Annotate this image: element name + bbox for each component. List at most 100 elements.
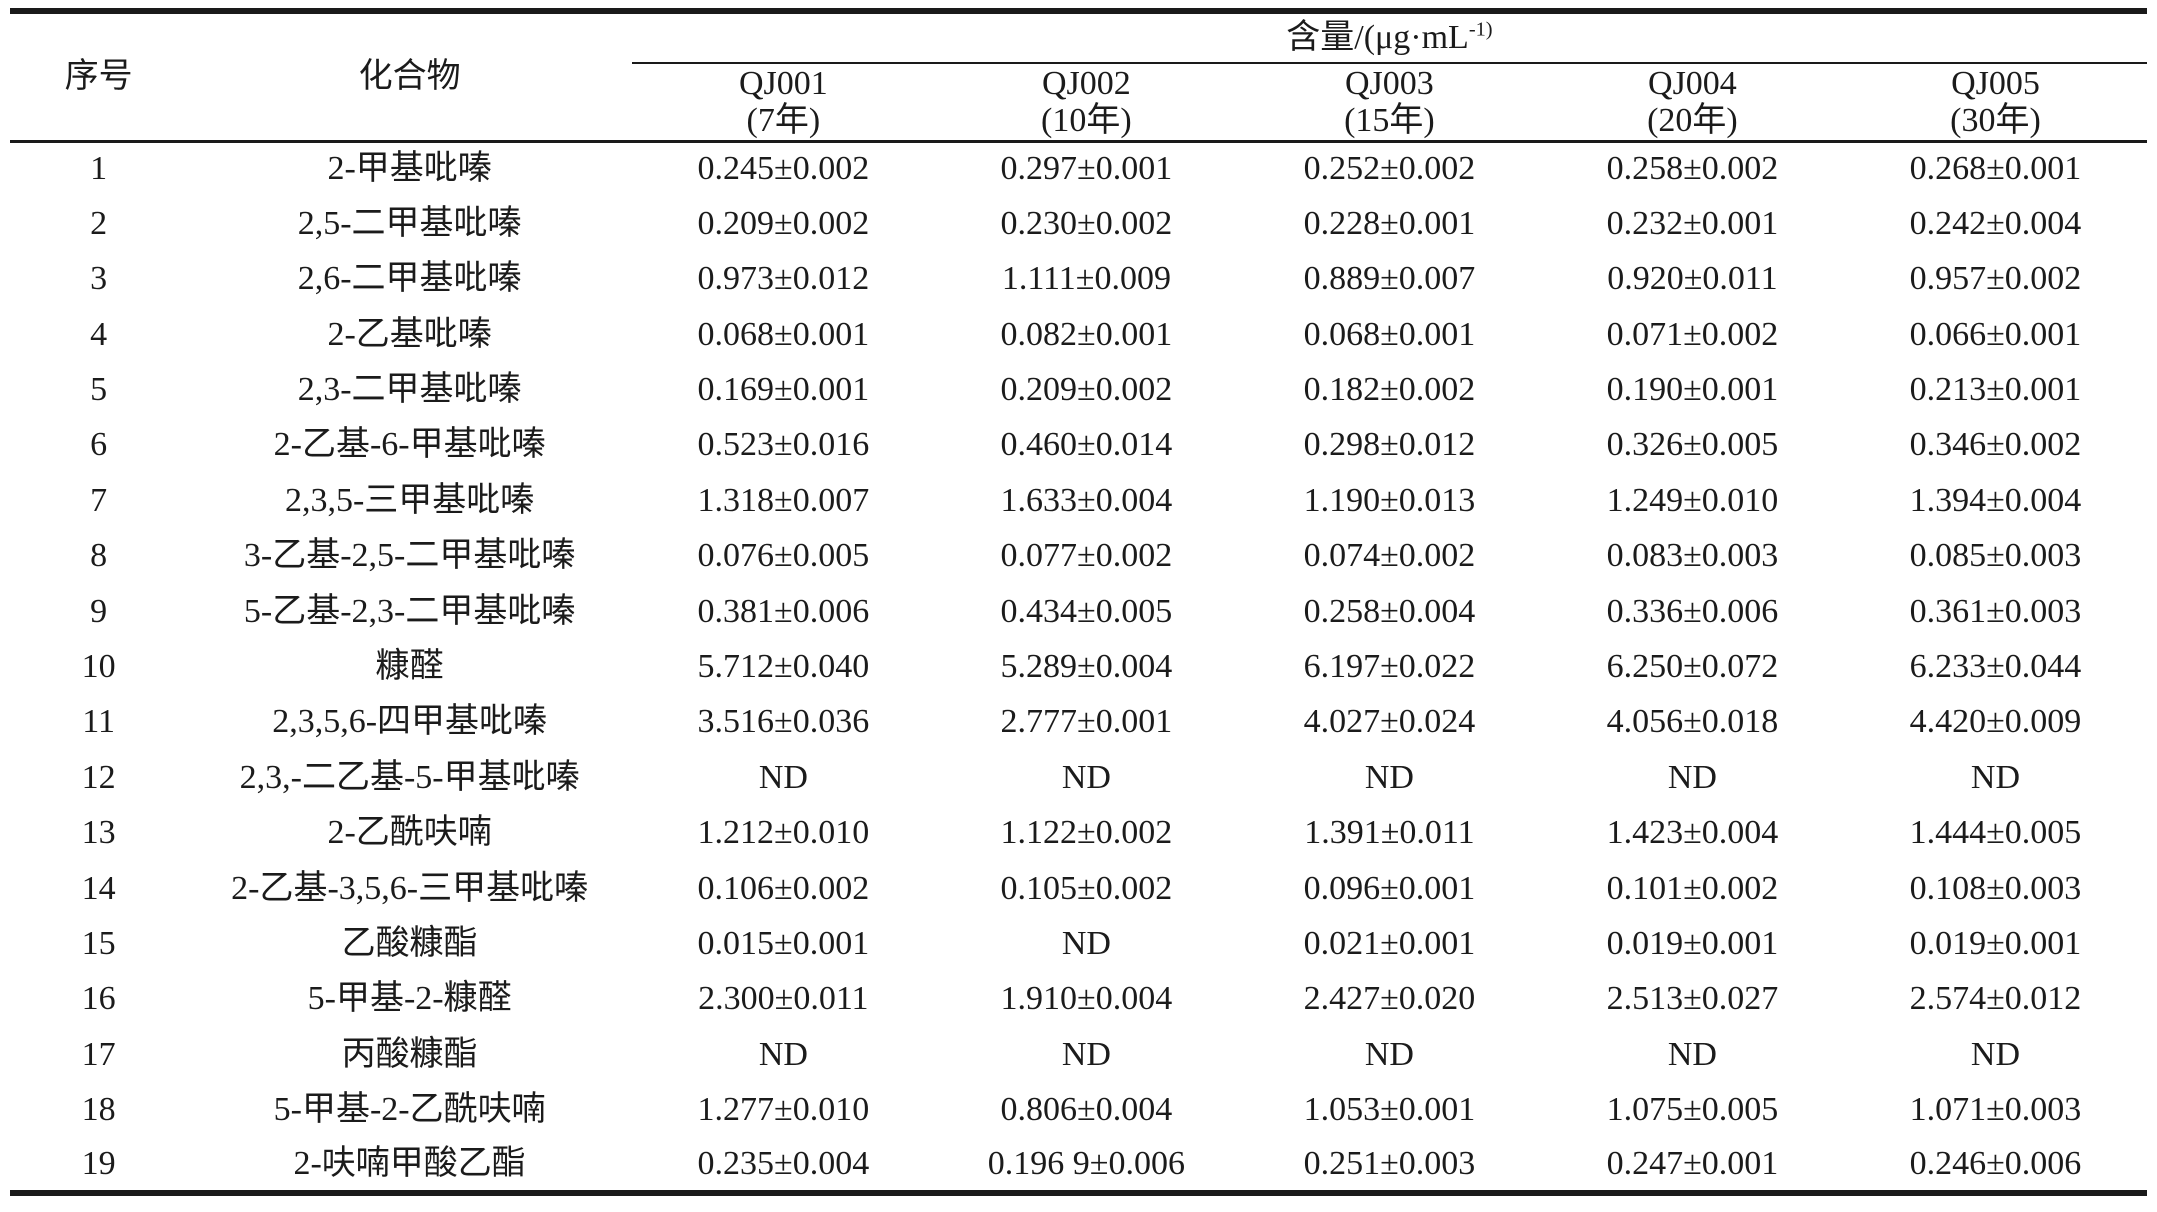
column-header-sample-qj001: QJ001 (7年) bbox=[631, 63, 935, 143]
unit-superscript: -1) bbox=[1468, 18, 1493, 41]
value-cell: ND bbox=[758, 758, 808, 796]
value-cell: 0.071±0.002 bbox=[1606, 315, 1779, 353]
unit-header-row: 序号 化合物 含量/(μg·mL-1) bbox=[10, 11, 2147, 143]
value-cell: 0.235±0.004 bbox=[697, 1144, 870, 1182]
compound-cell: 糠醛 bbox=[375, 647, 444, 685]
value-cell: 2.777±0.001 bbox=[1000, 703, 1173, 741]
value-cell: 0.242±0.004 bbox=[1909, 204, 2082, 242]
row-number-cell: 11 bbox=[82, 703, 116, 741]
value-cell: 1.249±0.010 bbox=[1606, 481, 1779, 519]
value-cell: 0.920±0.011 bbox=[1607, 260, 1778, 298]
sample-year: (10年) bbox=[1041, 101, 1132, 139]
value-cell: 0.232±0.001 bbox=[1606, 204, 1779, 242]
value-cell: 0.083±0.003 bbox=[1606, 537, 1779, 575]
value-cell: 0.246±0.006 bbox=[1909, 1144, 2082, 1182]
row-number-cell: 14 bbox=[81, 869, 116, 907]
value-cell: 0.258±0.004 bbox=[1303, 592, 1476, 630]
row-number-cell: 17 bbox=[81, 1035, 116, 1073]
value-cell: 1.318±0.007 bbox=[697, 481, 870, 519]
value-cell: 1.277±0.010 bbox=[697, 1091, 870, 1129]
value-cell: 5.712±0.040 bbox=[697, 647, 870, 685]
value-cell: 0.230±0.002 bbox=[1000, 204, 1173, 242]
row-number-cell: 13 bbox=[81, 814, 116, 852]
table-row: 19 2-呋喃甲酸乙酯 0.235±0.004 0.196 9±0.006 0.251±… bbox=[10, 1138, 2147, 1193]
value-cell: 1.190±0.013 bbox=[1303, 481, 1476, 519]
value-cell: 0.258±0.002 bbox=[1606, 150, 1779, 188]
table-row: 16 5-甲基-2-糠醛 2.300±0.011 1.910±0.004 2.427±0… bbox=[10, 972, 2147, 1027]
value-cell: 0.082±0.001 bbox=[1000, 315, 1173, 353]
sample-year: (30年) bbox=[1950, 101, 2041, 139]
value-cell: 2.300±0.011 bbox=[698, 980, 869, 1018]
value-cell: 4.027±0.024 bbox=[1303, 703, 1476, 741]
compound-cell: 乙酸糠酯 bbox=[341, 924, 478, 962]
value-cell: 0.973±0.012 bbox=[697, 260, 870, 298]
table-row: 14 2-乙基-3,5,6-三甲基吡嗪 0.106±0.002 0.105±0.002… bbox=[10, 861, 2147, 916]
table-row: 10 糠醛 5.712±0.040 5.289±0.004 6.197±0.022 6.2… bbox=[10, 640, 2147, 695]
value-cell: 0.076±0.005 bbox=[697, 537, 870, 575]
value-cell: 0.209±0.002 bbox=[697, 204, 870, 242]
row-number-cell: 9 bbox=[90, 592, 108, 630]
value-cell: 1.910±0.004 bbox=[1000, 980, 1173, 1018]
value-cell: 0.252±0.002 bbox=[1303, 150, 1476, 188]
sample-header-row: QJ001 (7年) QJ002 (10年) QJ003 (15年) QJ004… bbox=[10, 63, 2147, 143]
column-header-number: 序号 bbox=[10, 11, 188, 143]
row-number-cell: 1 bbox=[90, 150, 108, 188]
compound-cell: 丙酸糠酯 bbox=[341, 1035, 478, 1073]
sample-year: (7年) bbox=[746, 101, 821, 139]
value-cell: 0.297±0.001 bbox=[1000, 150, 1173, 188]
value-cell: 0.021±0.001 bbox=[1303, 924, 1476, 962]
compound-cell: 3-乙基-2,5-二甲基吡嗪 bbox=[243, 537, 576, 575]
value-cell: 4.420±0.009 bbox=[1909, 703, 2082, 741]
value-cell: 0.190±0.001 bbox=[1606, 371, 1779, 408]
value-cell: 0.077±0.002 bbox=[1000, 537, 1173, 575]
value-cell: ND bbox=[758, 1035, 808, 1073]
row-number-cell: 18 bbox=[81, 1091, 116, 1129]
table-row: 1 2-甲基吡嗪 0.245±0.002 0.297±0.001 0.252±0.002… bbox=[10, 141, 2147, 196]
value-cell: 5.289±0.004 bbox=[1000, 647, 1173, 685]
value-cell: 0.182±0.002 bbox=[1303, 371, 1476, 408]
column-header-content-unit: 含量/(μg·mL-1) bbox=[631, 11, 2147, 64]
value-cell: 0.015±0.001 bbox=[697, 924, 870, 962]
value-cell: 0.209±0.002 bbox=[1000, 371, 1173, 408]
sample-year: (15年) bbox=[1344, 101, 1435, 139]
row-number-cell: 16 bbox=[81, 980, 116, 1018]
value-cell: ND bbox=[1061, 1035, 1111, 1073]
table-row: 9 5-乙基-2,3-二甲基吡嗪 0.381±0.006 0.434±0.005 0.2… bbox=[10, 584, 2147, 639]
table-row: 11 2,3,5,6-四甲基吡嗪 3.516±0.036 2.777±0.001 4.0… bbox=[10, 695, 2147, 750]
data-table: 序号 化合物 含量/(μg·mL-1) QJ001 (7年) QJ002 (10… bbox=[10, 8, 2147, 1197]
row-number-cell: 2 bbox=[90, 204, 108, 242]
value-cell: 6.197±0.022 bbox=[1303, 647, 1476, 685]
table-row: 18 5-甲基-2-乙酰呋喃 1.277±0.010 0.806±0.004 1.053… bbox=[10, 1083, 2147, 1138]
compound-cell: 2-乙基-6-甲基吡嗪 bbox=[273, 426, 546, 464]
value-cell: 0.228±0.001 bbox=[1303, 204, 1476, 242]
value-cell: 2.513±0.027 bbox=[1606, 980, 1779, 1018]
row-number-cell: 3 bbox=[90, 260, 108, 298]
value-cell: 0.247±0.001 bbox=[1606, 1144, 1779, 1182]
value-cell: 0.108±0.003 bbox=[1909, 869, 2082, 907]
value-cell: 2.574±0.012 bbox=[1909, 980, 2082, 1018]
compound-cell: 5-甲基-2-糠醛 bbox=[307, 980, 512, 1018]
value-cell: 0.066±0.001 bbox=[1909, 315, 2082, 353]
compound-cell: 2,3-二甲基吡嗪 bbox=[297, 371, 522, 408]
value-cell: 0.346±0.002 bbox=[1909, 426, 2082, 464]
value-cell: 0.268±0.001 bbox=[1909, 150, 2082, 188]
column-header-compound: 化合物 bbox=[187, 11, 632, 143]
value-cell: 1.423±0.004 bbox=[1606, 814, 1779, 852]
value-cell: 0.381±0.006 bbox=[697, 592, 870, 630]
value-cell: ND bbox=[1667, 758, 1717, 796]
value-cell: 1.071±0.003 bbox=[1909, 1091, 2082, 1129]
value-cell: 0.106±0.002 bbox=[697, 869, 870, 907]
value-cell: 0.326±0.005 bbox=[1606, 426, 1779, 464]
row-number-cell: 19 bbox=[81, 1144, 116, 1182]
row-number-cell: 15 bbox=[81, 924, 116, 962]
sample-name: QJ005 bbox=[1951, 64, 2040, 102]
value-cell: 0.019±0.001 bbox=[1606, 924, 1779, 962]
table-row: 3 2,6-二甲基吡嗪 0.973±0.012 1.111±0.009 0.889±0.… bbox=[10, 252, 2147, 307]
compound-cell: 2-乙酰呋喃 bbox=[327, 814, 492, 852]
table-row: 4 2-乙基吡嗪 0.068±0.001 0.082±0.001 0.068±0.001… bbox=[10, 307, 2147, 362]
compound-cell: 2,3,5,6-四甲基吡嗪 bbox=[272, 703, 548, 741]
value-cell: ND bbox=[1061, 924, 1111, 962]
value-cell: 0.889±0.007 bbox=[1303, 260, 1476, 298]
value-cell: 0.336±0.006 bbox=[1606, 592, 1779, 630]
value-cell: 0.460±0.014 bbox=[1000, 426, 1173, 464]
